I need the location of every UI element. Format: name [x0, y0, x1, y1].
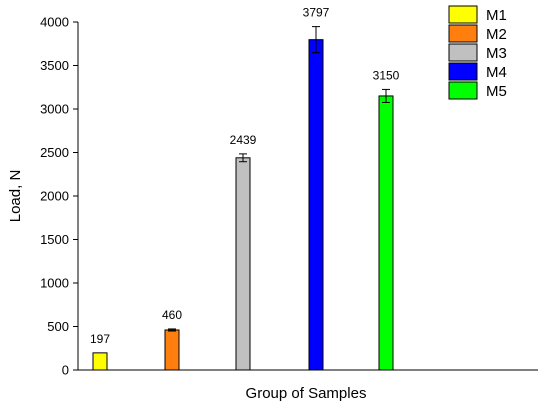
bar-m3 — [235, 157, 251, 371]
y-tick-label: 1000 — [40, 276, 69, 291]
legend-swatch-m1 — [448, 5, 478, 24]
value-label-m5: 3150 — [373, 68, 400, 82]
x-axis-label: Group of Samples — [246, 385, 367, 402]
bar-m5 — [378, 95, 394, 371]
legend-swatch-m2 — [448, 24, 478, 43]
y-tick-label: 3000 — [40, 102, 69, 117]
bars: 197 460 2439 3797 3150 — [90, 6, 400, 371]
legend-swatch-m4 — [448, 62, 478, 81]
bar-m4 — [308, 39, 324, 371]
legend: M1 M2 M3 M4 M5 — [448, 5, 507, 100]
value-label-m2: 460 — [162, 308, 182, 322]
y-tick-label: 500 — [47, 319, 69, 334]
legend-label-m4: M4 — [486, 64, 507, 81]
legend-label-m5: M5 — [486, 83, 507, 100]
y-tick-label: 4000 — [40, 15, 69, 30]
value-label-m3: 2439 — [230, 133, 257, 147]
legend-label-m2: M2 — [486, 26, 507, 43]
y-axis: 0 500 1000 1500 2000 2500 3000 3500 4000 — [40, 15, 538, 378]
y-axis-label: Load, N — [7, 170, 24, 223]
bar-m2 — [164, 329, 180, 371]
bar-m1 — [92, 352, 108, 371]
legend-label-m1: M1 — [486, 7, 507, 24]
legend-swatch-m5 — [448, 81, 478, 100]
y-tick-label: 1500 — [40, 232, 69, 247]
y-tick-label: 3500 — [40, 58, 69, 73]
y-tick-label: 2500 — [40, 145, 69, 160]
y-tick-label: 2000 — [40, 189, 69, 204]
value-label-m1: 197 — [90, 332, 110, 346]
y-tick-label: 0 — [62, 363, 69, 378]
legend-swatch-m3 — [448, 43, 478, 62]
value-label-m4: 3797 — [303, 6, 330, 20]
legend-label-m3: M3 — [486, 45, 507, 62]
